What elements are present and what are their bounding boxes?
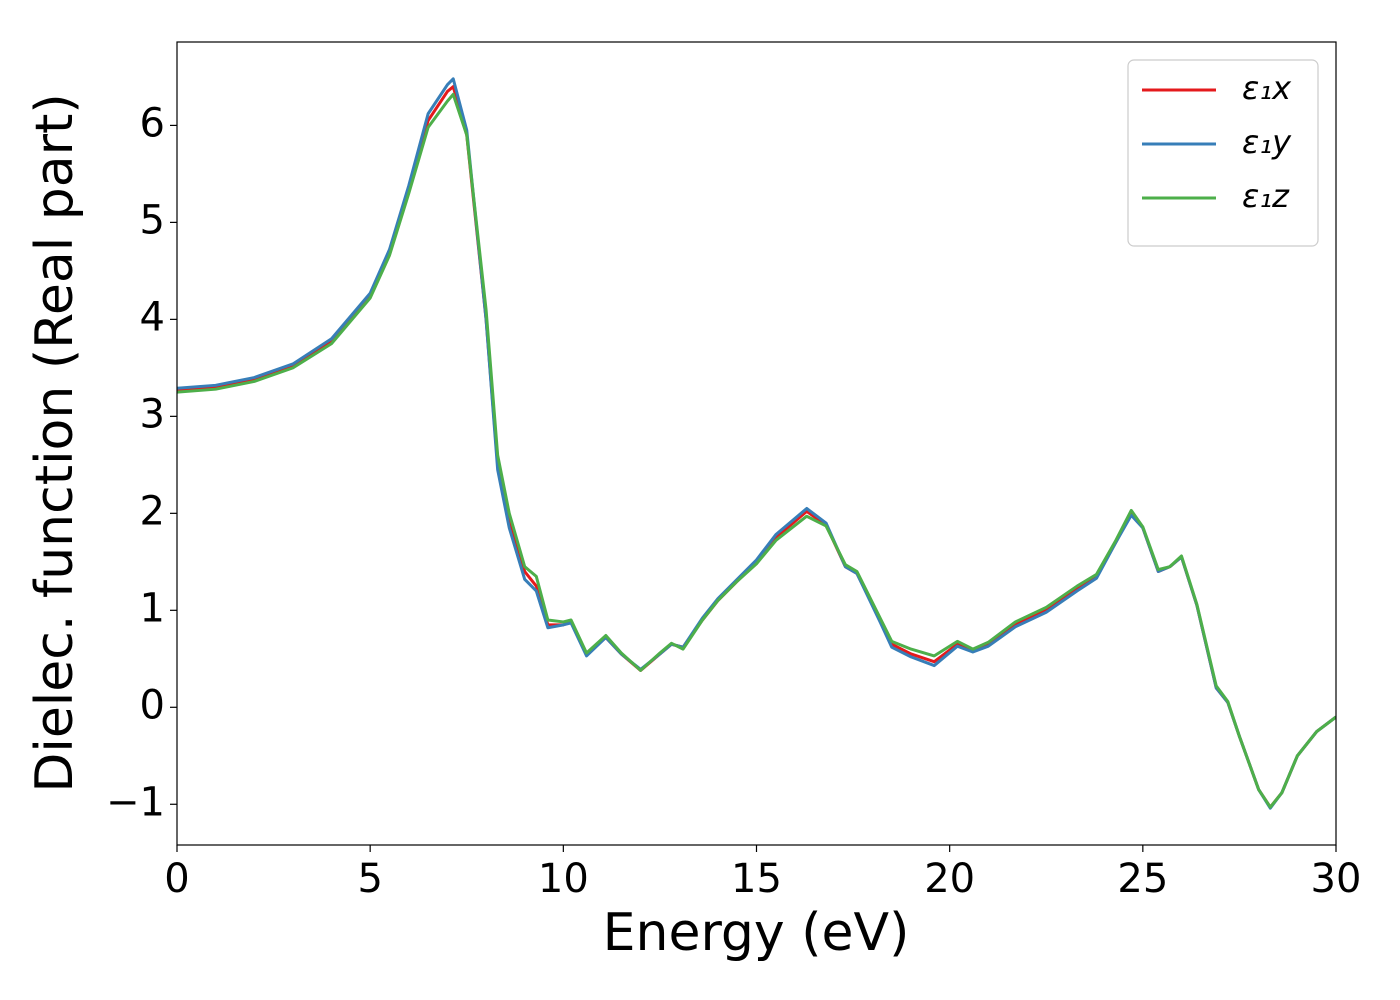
x-tick-label: 20 [924,856,975,902]
legend-label: ε₁y [1242,123,1292,161]
legend-label: ε₁x [1242,69,1292,107]
y-tick-label: 0 [140,682,165,728]
x-tick-label: 0 [164,856,189,902]
series-line [177,92,1336,809]
y-tick-label: 1 [140,585,165,631]
y-tick-label: 2 [140,488,165,534]
x-tick-label: 25 [1117,856,1168,902]
y-axis-label: Dielec. function (Real part) [25,93,85,792]
y-tick-label: 6 [140,100,165,146]
x-tick-label: 5 [357,856,382,902]
plot-frame [176,41,1337,846]
x-tick-label: 30 [1311,856,1362,902]
y-tick-label: −1 [106,779,165,825]
x-axis-label: Energy (eV) [603,903,910,963]
legend-label: ε₁z [1242,177,1290,215]
y-tick-label: 3 [140,391,165,437]
x-tick-label: 15 [731,856,782,902]
y-tick-label: 5 [140,197,165,243]
x-tick-label: 10 [538,856,589,902]
y-tick-label: 4 [140,294,165,340]
